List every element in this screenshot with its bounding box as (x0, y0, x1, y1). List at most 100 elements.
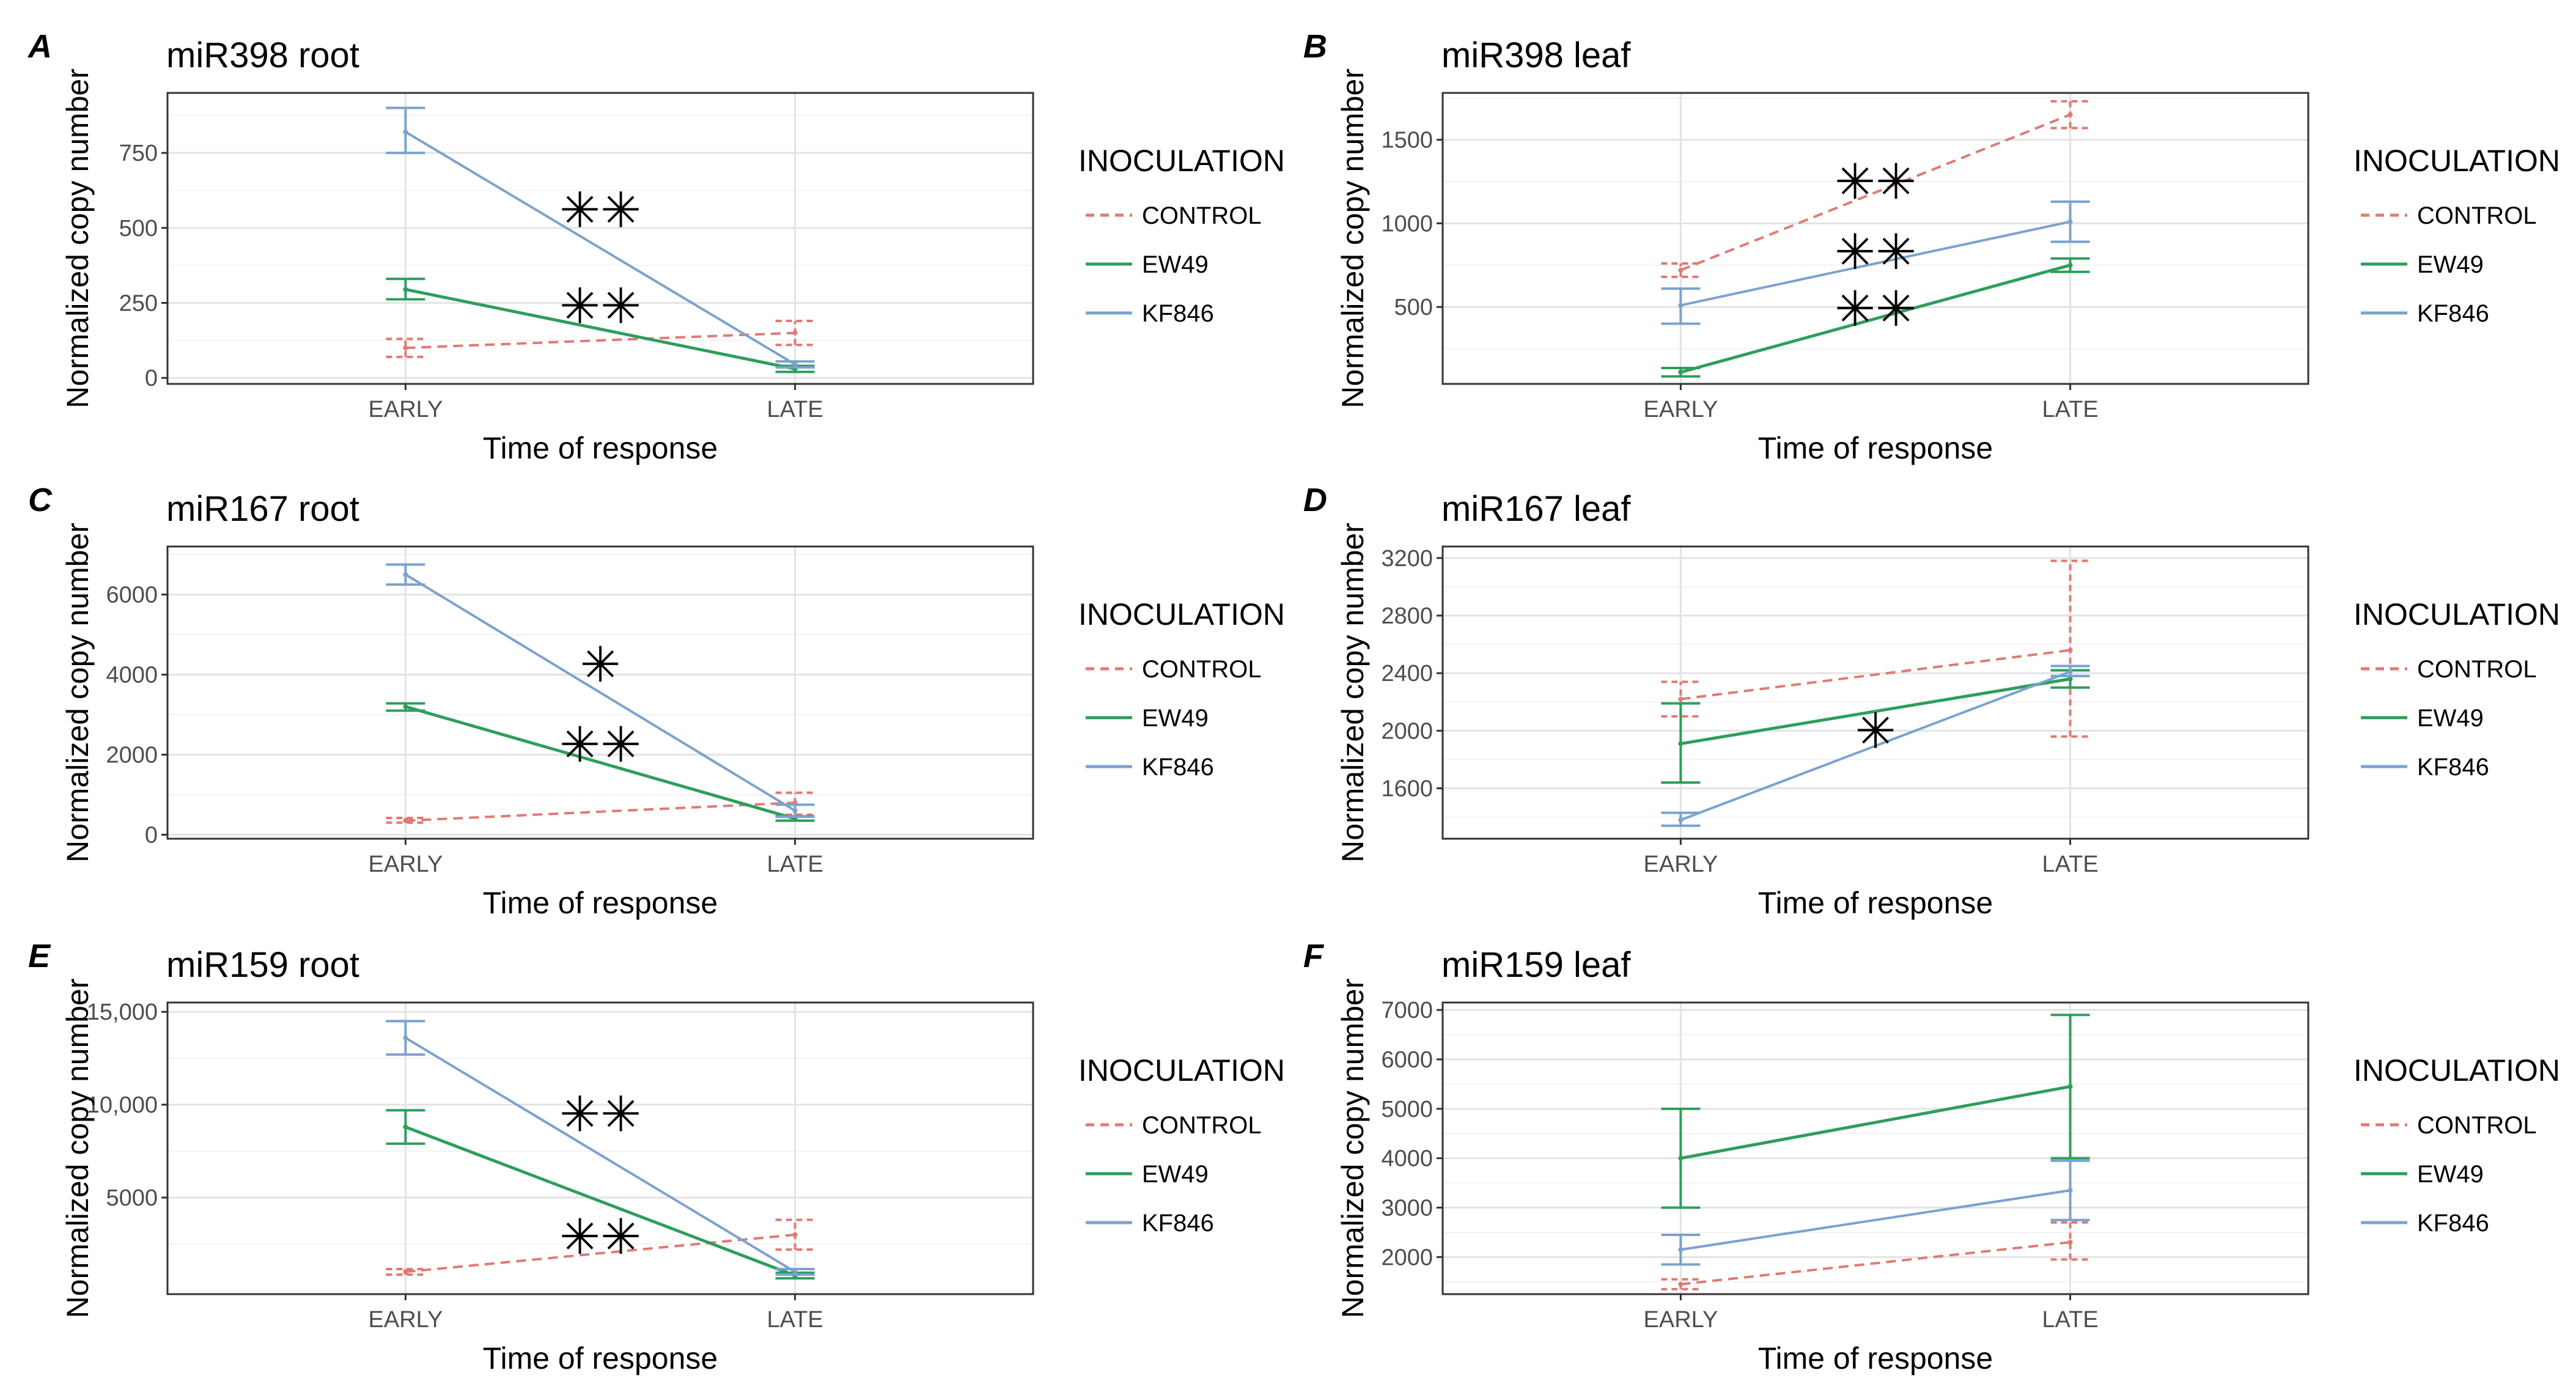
y-tick-label: 1500 (1381, 128, 1433, 153)
x-tick-label: LATE (767, 1307, 823, 1333)
data-point (1678, 267, 1684, 273)
panel-letter: E (28, 938, 51, 974)
panel-title: miR398 leaf (1441, 35, 1631, 75)
y-tick-label: 15,000 (87, 999, 158, 1025)
x-tick-label: LATE (2042, 397, 2098, 422)
plot-frame (166, 92, 1034, 385)
series-control (386, 1218, 815, 1276)
legend-title: INOCULATION (1078, 597, 1285, 631)
y-tick-label: 1600 (1381, 776, 1433, 802)
significance-marker: ✳✳ (1834, 225, 1916, 279)
panel-letter: C (28, 482, 53, 518)
data-point (2067, 219, 2073, 224)
significance-marker: ✳✳ (559, 279, 641, 333)
y-tick-label: 4000 (1381, 1146, 1433, 1172)
data-point (792, 330, 798, 336)
significance-marker: ✳ (580, 638, 620, 692)
data-point (403, 572, 408, 577)
significance-marker: ✳✳ (559, 1210, 641, 1264)
plot-frame (1441, 545, 2309, 840)
x-tick-label: LATE (767, 397, 823, 422)
data-point (403, 704, 408, 709)
legend: INOCULATION CONTROL EW49 KF846 (2353, 144, 2560, 327)
series-control (1661, 1221, 2090, 1290)
series-kf846 (1661, 1159, 2090, 1266)
x-axis-title: Time of response (483, 886, 718, 920)
y-tick-label: 2000 (1381, 1245, 1433, 1270)
x-tick-label: EARLY (1644, 397, 1718, 422)
x-tick-label: LATE (2042, 852, 2098, 877)
legend-title: INOCULATION (2353, 1053, 2560, 1088)
series-ew49 (386, 1109, 815, 1280)
plot-background (167, 1003, 1033, 1294)
series-line (405, 331, 795, 350)
series-line (405, 1233, 795, 1273)
series-ew49 (1661, 257, 2090, 378)
legend-label-kf846: KF846 (2417, 754, 2489, 781)
series-control (1661, 559, 2090, 738)
data-point (2067, 647, 2073, 653)
series-line (1680, 263, 2071, 374)
panel-title: miR159 leaf (1441, 945, 1631, 985)
y-tick-label: 10,000 (87, 1092, 158, 1118)
panel-e: ✳✳ ✳✳ 5000 10,000 15,000 EARLY LATE miR159 root… (28, 938, 1285, 1375)
data-point (403, 818, 408, 823)
panel-title: miR398 root (166, 35, 359, 75)
data-point (403, 1124, 408, 1130)
series-kf846 (1661, 200, 2090, 325)
legend-label-control: CONTROL (2417, 656, 2537, 683)
series-line (1680, 1241, 2070, 1286)
y-tick-label: 3000 (1381, 1196, 1433, 1221)
legend-title: INOCULATION (2353, 597, 2560, 631)
legend-title: INOCULATION (1078, 144, 1285, 178)
legend-label-control: CONTROL (2417, 202, 2537, 229)
legend-label-kf846: KF846 (2417, 1210, 2489, 1237)
series-line (1680, 220, 2071, 307)
data-point (792, 808, 798, 814)
y-axis-title: Normalized copy number (61, 523, 95, 863)
legend: INOCULATION CONTROL EW49 KF846 (2353, 1053, 2560, 1237)
y-tick-label: 2000 (106, 742, 158, 768)
plot-frame (1441, 92, 2309, 385)
legend-title: INOCULATION (1078, 1053, 1285, 1088)
y-tick-label: 5000 (1381, 1097, 1433, 1122)
y-tick-label: 2400 (1381, 661, 1433, 686)
series-ew49 (386, 278, 815, 374)
plot-background (1443, 93, 2308, 384)
y-tick-label: 0 (145, 366, 158, 391)
x-axis-title: Time of response (483, 431, 718, 465)
series-line (405, 287, 796, 370)
series-line (1680, 649, 2070, 701)
data-point (2067, 676, 2073, 682)
legend-title: INOCULATION (2353, 144, 2560, 178)
x-tick-label: EARLY (1644, 852, 1718, 877)
legend-label-ew49: EW49 (1142, 705, 1209, 732)
plot-frame (1441, 1001, 2309, 1295)
data-point (1678, 369, 1684, 375)
y-tick-label: 7000 (1381, 998, 1433, 1023)
x-tick-label: EARLY (369, 1307, 443, 1333)
panel-d: ✳ 1600 2000 2400 2800 3200 EARLY LATE miR167 lea… (1303, 482, 2560, 920)
data-point (1678, 817, 1684, 823)
x-axis-title: Time of response (483, 1341, 718, 1375)
legend-label-ew49: EW49 (2417, 1161, 2484, 1188)
legend-label-control: CONTROL (1142, 1112, 1262, 1139)
x-tick-label: EARLY (369, 852, 443, 877)
y-axis-title: Normalized copy number (1336, 523, 1370, 863)
data-point (1678, 1247, 1684, 1253)
panel-title: miR167 root (166, 489, 359, 529)
data-point (2067, 1240, 2073, 1245)
legend-label-ew49: EW49 (1142, 251, 1209, 278)
data-point (2067, 112, 2073, 117)
data-point (403, 345, 408, 351)
y-tick-label: 2800 (1381, 603, 1433, 629)
legend: INOCULATION CONTROL EW49 KF846 (1078, 597, 1285, 781)
x-axis-title: Time of response (1758, 886, 1993, 920)
legend-label-kf846: KF846 (1142, 300, 1214, 327)
y-tick-label: 250 (119, 291, 158, 317)
panel-f: 2000 3000 4000 5000 6000 7000 EARLY LATE miR159 … (1303, 938, 2560, 1375)
series-ew49 (1661, 1014, 2090, 1209)
plot-frame (166, 1001, 1034, 1295)
